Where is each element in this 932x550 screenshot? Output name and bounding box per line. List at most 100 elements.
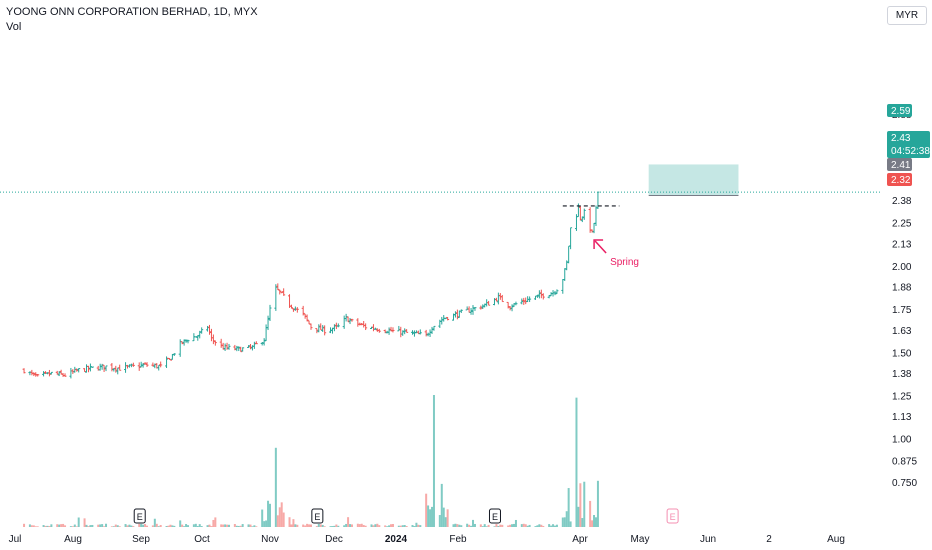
y-tick-label: 1.13 [892,412,912,423]
ohlc-bar [391,327,395,333]
volume-bar [173,525,176,527]
ohlc-bar [428,329,432,337]
earnings-marker: E [133,508,146,524]
volume-bar [550,525,553,527]
volume-bar [454,523,457,527]
ohlc-bar [317,324,321,333]
ohlc-bar [524,297,528,305]
ohlc-bar [522,297,526,305]
volume-bar [226,524,229,527]
volume-bar [323,526,326,527]
volume-bar [265,520,268,527]
volume-bar [561,517,564,527]
earnings-marker: E [488,508,501,524]
y-tick-label: 1.25 [892,392,912,403]
ohlc-bar [291,308,295,312]
ohlc-bar [362,320,366,328]
ohlc-bar [580,216,584,223]
y-tick-label: 1.50 [892,348,912,359]
volume-bar [146,525,149,527]
volume-bar [417,524,420,527]
ohlc-bar [159,361,163,368]
volume-bar [386,526,389,527]
currency-selector[interactable]: MYR [887,6,927,25]
volume-bar [347,517,350,527]
volume-bar [192,524,195,527]
ohlc-bar [561,279,565,294]
volume-bar [167,525,170,527]
volume-bar [372,525,375,527]
ohlc-bar [487,300,491,306]
ohlc-bar [274,284,278,311]
volume-bar [399,525,402,527]
volume-bar [306,523,309,527]
volume-bar [198,524,201,527]
ohlc-bar [186,339,190,344]
y-tick-label: 1.75 [892,305,912,316]
x-tick-label: Jun [700,534,716,545]
ohlc-bar [336,323,340,328]
ohlc-bar [104,365,108,372]
y-tick-label: 1.63 [892,326,912,337]
y-tick-label: 0.750 [892,478,917,489]
price-tag-value: 2.43 [891,133,911,144]
volume-bar [497,525,500,527]
volume-bar [171,525,174,527]
ohlc-bar [42,371,46,377]
ohlc-bar [221,342,225,350]
x-tick-label: Sep [132,534,150,545]
volume-bar [196,525,199,527]
ohlc-bar [83,368,87,373]
volume-indicator-label[interactable]: Vol [6,21,22,33]
volume-bar [169,524,172,527]
ohlc-bar [235,345,239,352]
price-tag-last: 2.43 04:52:38 [887,131,930,158]
ohlc-bar [405,329,409,333]
ohlc-bar [383,329,387,334]
annotations: Spring [562,205,639,268]
volume-bar [333,525,336,527]
volume-bar [60,524,63,527]
ohlc-bar [399,326,403,338]
volume-bar [85,524,88,527]
volume-bar [577,506,580,527]
volume-bar [596,480,599,527]
volume-bar [261,509,264,527]
ohlc-bar [196,335,200,341]
volume-bar [294,524,297,527]
ohlc-bar [342,315,346,329]
volume-bar [542,525,545,527]
ohlc-bar [57,371,61,377]
volume-bar [581,518,584,527]
ohlc-bar [305,314,309,322]
volume-bar [89,525,92,527]
volume-bar [565,511,568,527]
ohlc-bar [364,323,368,331]
ohlc-bar [47,369,51,377]
volume-bar [513,523,515,527]
volume-bar [555,524,558,527]
ohlc-bar [276,283,280,291]
x-tick-label: Feb [449,534,467,545]
price-tag-value: 2.32 [891,175,911,186]
ohlc-bar [358,322,362,326]
volume-bar [112,526,115,527]
x-axis[interactable]: Jul Aug Sep Oct Nov Dec 2024 Feb Apr May Jun 2 Aug [9,534,845,545]
ohlc-bar [75,368,79,372]
volume-bar [308,524,311,527]
ohlc-bar [479,305,483,310]
ohlc-bar [213,340,217,346]
ohlc-bar [114,365,118,373]
volume-bar [153,518,156,527]
volume-bar [42,525,45,527]
volume-bar [526,525,529,527]
position-zones [648,164,739,197]
ohlc-bar [184,339,188,343]
volume-bar [269,503,271,527]
ohlc-bar [444,317,448,320]
volume-bar [419,525,422,527]
volume-bar [181,524,184,527]
price-bars [22,191,600,379]
